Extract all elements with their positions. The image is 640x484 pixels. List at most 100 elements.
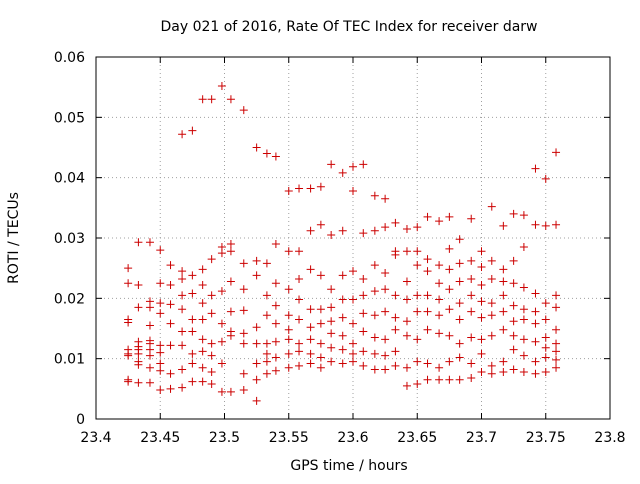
data-point — [271, 240, 280, 249]
data-point — [509, 365, 518, 374]
data-point — [145, 336, 154, 345]
data-point — [391, 291, 400, 300]
data-point — [552, 355, 561, 364]
data-point — [124, 264, 133, 273]
data-point — [519, 335, 528, 344]
data-point — [445, 244, 454, 253]
data-point — [188, 349, 197, 358]
data-point — [477, 247, 486, 256]
data-point — [327, 285, 336, 294]
data-point — [271, 337, 280, 346]
data-point — [338, 331, 347, 340]
data-point — [402, 381, 411, 390]
data-point — [455, 315, 464, 324]
data-point — [316, 305, 325, 314]
data-point — [178, 341, 187, 350]
data-point — [226, 277, 235, 286]
data-point — [262, 369, 271, 378]
data-point — [552, 220, 561, 229]
data-point — [316, 319, 325, 328]
chart-title: Day 021 of 2016, Rate Of TEC Index for r… — [160, 19, 537, 35]
data-point — [178, 130, 187, 139]
data-point — [295, 339, 304, 348]
data-point — [217, 337, 226, 346]
data-point — [306, 359, 315, 368]
data-point — [198, 95, 207, 104]
data-point — [134, 281, 143, 290]
data-point — [217, 287, 226, 296]
data-point — [499, 221, 508, 230]
data-point — [381, 268, 390, 277]
data-point — [423, 307, 432, 316]
data-point — [124, 315, 133, 324]
data-point — [327, 303, 336, 312]
data-point — [552, 363, 561, 372]
data-point — [252, 271, 261, 280]
data-point — [487, 331, 496, 340]
data-point — [509, 345, 518, 354]
x-axis-label: GPS time / hours — [290, 458, 407, 474]
data-point — [402, 363, 411, 372]
data-point — [541, 353, 550, 362]
data-point — [188, 271, 197, 280]
data-point — [402, 331, 411, 340]
data-point — [207, 255, 216, 264]
data-point — [338, 313, 347, 322]
data-point — [413, 380, 422, 389]
data-point — [552, 148, 561, 157]
data-point — [402, 277, 411, 286]
data-point — [467, 307, 476, 316]
y-axis-label: ROTI / TECUs — [6, 192, 22, 284]
y-tick-label: 0.06 — [54, 50, 85, 66]
data-point — [156, 309, 165, 318]
data-point — [391, 361, 400, 370]
data-point — [284, 335, 293, 344]
data-point — [423, 212, 432, 221]
data-point — [295, 275, 304, 284]
data-point — [306, 226, 315, 235]
data-point — [226, 327, 235, 336]
data-point — [413, 223, 422, 232]
data-point — [531, 289, 540, 298]
data-point — [145, 297, 154, 306]
data-point — [445, 265, 454, 274]
data-point — [391, 325, 400, 334]
data-point — [217, 243, 226, 252]
data-point — [423, 291, 432, 300]
data-point — [178, 275, 187, 284]
data-point — [413, 307, 422, 316]
data-point — [262, 259, 271, 268]
data-point — [134, 357, 143, 366]
data-point — [487, 202, 496, 211]
data-point — [509, 331, 518, 340]
data-point — [134, 238, 143, 247]
data-point — [262, 311, 271, 320]
data-point — [145, 238, 154, 247]
data-point — [413, 357, 422, 366]
data-point — [252, 323, 261, 332]
data-point — [509, 279, 518, 288]
data-point — [207, 339, 216, 348]
data-point — [145, 363, 154, 372]
data-point — [499, 325, 508, 334]
data-point — [519, 243, 528, 252]
data-point — [423, 325, 432, 334]
data-point — [381, 335, 390, 344]
data-point — [271, 319, 280, 328]
data-point — [370, 349, 379, 358]
data-point — [487, 299, 496, 308]
data-point — [327, 343, 336, 352]
data-point — [239, 106, 248, 115]
data-point — [226, 307, 235, 316]
data-point — [477, 297, 486, 306]
data-point — [467, 359, 476, 368]
data-point — [349, 349, 357, 358]
data-point — [252, 375, 261, 384]
x-tick-label: 23.4 — [80, 430, 111, 446]
data-point — [370, 333, 379, 342]
data-point — [381, 223, 390, 232]
data-point — [487, 275, 496, 284]
data-point — [487, 311, 496, 320]
